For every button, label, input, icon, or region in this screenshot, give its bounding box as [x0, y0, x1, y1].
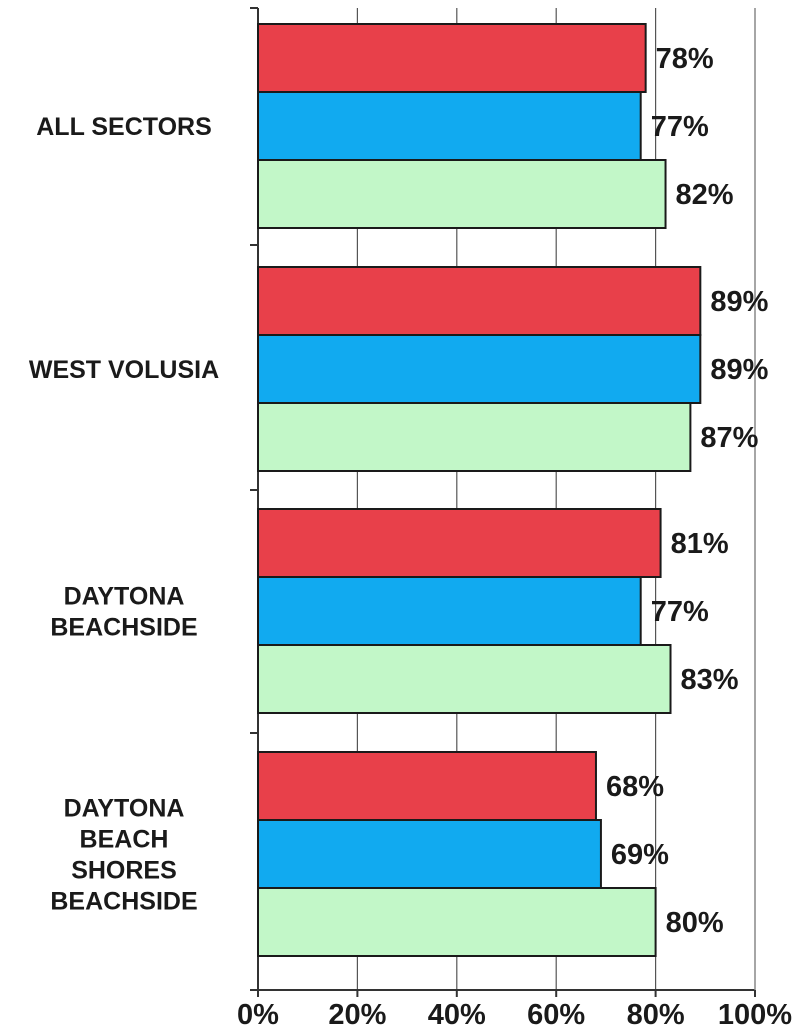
bar-cat0-series1 — [257, 91, 642, 161]
bars — [257, 23, 702, 957]
value-label-cat0-series2: 82% — [676, 179, 734, 211]
bar-cat1-series0 — [257, 266, 702, 336]
x-tick-label-100: 100% — [718, 999, 792, 1031]
x-tick-label-60: 60% — [527, 999, 585, 1031]
bar-cat2-series1 — [257, 576, 642, 646]
category-label-line: BEACHSIDE — [50, 888, 197, 916]
bar-cat2-series0 — [257, 508, 662, 578]
category-label-line: DAYTONA — [64, 583, 185, 611]
bar-cat1-series1 — [257, 334, 702, 404]
value-label-cat1-series2: 87% — [700, 422, 758, 454]
category-label-line: SHORES — [71, 857, 177, 885]
x-tick-label-0: 0% — [237, 999, 279, 1031]
category-label-line: DAYTONA — [64, 795, 185, 823]
category-label-line: ALL SECTORS — [36, 113, 212, 141]
value-label-cat3-series1: 69% — [611, 839, 669, 871]
x-axis-tick-labels: 0% 20% 40% 60% 80% 100% — [237, 999, 792, 1031]
value-label-cat3-series0: 68% — [606, 771, 664, 803]
x-tick-label-20: 20% — [328, 999, 386, 1031]
bar-cat0-series2 — [257, 159, 667, 229]
value-labels: 78% 77% 82% 89% 89% 87% 81% 77% 83% 68% 69% 80% — [606, 43, 769, 939]
value-label-cat2-series1: 77% — [651, 596, 709, 628]
category-label-line: BEACHSIDE — [50, 614, 197, 642]
bar-cat3-series1 — [257, 819, 602, 889]
value-label-cat2-series0: 81% — [671, 528, 729, 560]
bar-cat2-series2 — [257, 644, 672, 714]
value-label-cat2-series2: 83% — [681, 664, 739, 696]
bar-cat1-series2 — [257, 402, 692, 472]
category-label-line: BEACH — [80, 826, 169, 854]
bar-cat3-series0 — [257, 751, 597, 821]
value-label-cat1-series0: 89% — [710, 286, 768, 318]
x-tick-label-40: 40% — [428, 999, 486, 1031]
category-label-0: ALL SECTORS — [36, 113, 212, 141]
category-label-3: DAYTONA BEACH SHORES BEACHSIDE — [50, 795, 197, 916]
value-label-cat0-series0: 78% — [656, 43, 714, 75]
category-label-1: WEST VOLUSIA — [29, 356, 219, 384]
category-label-2: DAYTONA BEACHSIDE — [50, 583, 197, 642]
value-label-cat3-series2: 80% — [666, 907, 724, 939]
value-label-cat0-series1: 77% — [651, 111, 709, 143]
value-label-cat1-series1: 89% — [710, 354, 768, 386]
x-tick-label-80: 80% — [627, 999, 685, 1031]
bar-cat0-series0 — [257, 23, 647, 93]
bar-cat3-series2 — [257, 887, 657, 957]
category-label-line: WEST VOLUSIA — [29, 356, 219, 384]
